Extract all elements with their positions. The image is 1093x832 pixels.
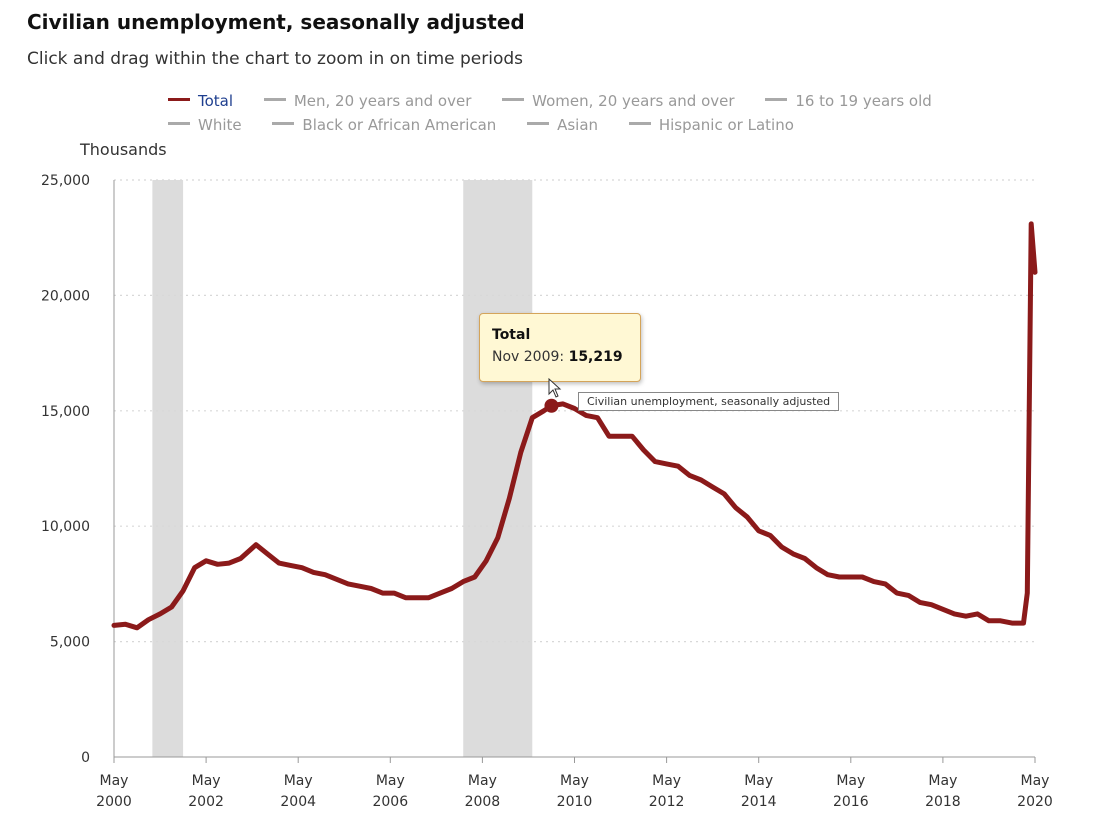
- legend-item-16-19[interactable]: 16 to 19 years old: [765, 92, 932, 110]
- x-tick-label-year: 2012: [649, 794, 685, 810]
- x-tick-label-year: 2008: [465, 794, 501, 810]
- x-tick-label-year: 2010: [557, 794, 593, 810]
- x-tick-label-year: 2018: [925, 794, 961, 810]
- legend-item-hispanic[interactable]: Hispanic or Latino: [628, 116, 794, 134]
- legend-swatch: [527, 122, 550, 125]
- x-tick-label-month: May: [468, 773, 497, 789]
- legend-label: 16 to 19 years old: [795, 92, 932, 110]
- tooltip-line: Nov 2009: 15,219: [492, 349, 623, 365]
- x-tick-label-year: 2004: [280, 794, 316, 810]
- legend-swatch: [168, 98, 190, 101]
- x-tick-label-month: May: [1021, 773, 1050, 789]
- recession-band: [463, 180, 533, 757]
- x-tick-label-year: 2002: [188, 794, 224, 810]
- tooltip-series: Total: [492, 327, 531, 343]
- x-tick-label-month: May: [560, 773, 589, 789]
- recession-bands: [152, 180, 533, 757]
- highlight-marker-group: [544, 398, 559, 413]
- x-tick-label-year: 2006: [372, 794, 408, 810]
- legend-label: Asian: [557, 116, 599, 134]
- legend-label: Black or African American: [302, 116, 497, 134]
- legend-label: Women, 20 years and over: [532, 92, 735, 110]
- legend-row-2: White Black or African American Asian Hi…: [168, 116, 958, 140]
- x-tick-label-month: May: [928, 773, 957, 789]
- highlight-marker: [544, 398, 559, 413]
- legend-swatch: [263, 98, 286, 101]
- x-tick-label-year: 2016: [833, 794, 869, 810]
- legend-item-total[interactable]: Total: [168, 92, 233, 110]
- legend-label: White: [198, 116, 242, 134]
- legend-swatch: [765, 98, 788, 101]
- tooltip-value: 15,219: [568, 349, 623, 365]
- chart-title: Civilian unemployment, seasonally adjust…: [27, 10, 525, 34]
- x-tick-label-month: May: [744, 773, 773, 789]
- x-tick-label-year: 2020: [1017, 794, 1053, 810]
- legend-swatch: [502, 98, 525, 101]
- series-line-total[interactable]: [111, 221, 1038, 631]
- y-tick-labels: 0 5,000 10,000 15,000 20,000 25,000: [41, 173, 90, 766]
- x-tick-label-month: May: [192, 773, 221, 789]
- hover-title-label: Civilian unemployment, seasonally adjust…: [578, 392, 840, 411]
- legend-label: Total: [198, 92, 234, 110]
- x-tick-label-year: 2014: [741, 794, 777, 810]
- legend-label: Men, 20 years and over: [293, 92, 472, 110]
- series-lines[interactable]: [111, 221, 1038, 631]
- y-tick-label: 15,000: [41, 404, 90, 420]
- x-tick-labels: May 2000 May 2002 May 2004 May 2006 May 2008 May 20…: [96, 757, 1053, 810]
- legend-item-men[interactable]: Men, 20 years and over: [263, 92, 472, 110]
- axes: [113, 180, 1035, 758]
- legend-item-black[interactable]: Black or African American: [272, 116, 496, 134]
- x-tick-label-year: 2000: [96, 794, 132, 810]
- tooltip-date: Nov 2009: [492, 349, 560, 365]
- x-tick-label-month: May: [284, 773, 313, 789]
- x-tick-label-month: May: [652, 773, 681, 789]
- y-tick-label: 5,000: [50, 635, 90, 651]
- y-tick-label: 20,000: [41, 288, 90, 304]
- chart-subtitle: Click and drag within the chart to zoom …: [27, 49, 524, 69]
- recession-band: [152, 180, 184, 757]
- y-tick-label: 10,000: [41, 519, 90, 535]
- legend: Total Men, 20 years and over Women, 20 y…: [168, 92, 958, 140]
- legend-row-1: Total Men, 20 years and over Women, 20 y…: [168, 92, 958, 116]
- legend-swatch: [272, 122, 295, 125]
- mouse-pointer-icon: [548, 377, 562, 402]
- data-tooltip: Total Nov 2009: 15,219: [479, 313, 641, 382]
- legend-swatch: [168, 122, 190, 125]
- y-tick-label: 0: [81, 750, 90, 766]
- x-tick-label-month: May: [376, 773, 405, 789]
- legend-item-white[interactable]: White: [168, 116, 242, 134]
- legend-label: Hispanic or Latino: [658, 116, 794, 134]
- x-tick-label-month: May: [100, 773, 129, 789]
- legend-item-asian[interactable]: Asian: [527, 116, 598, 134]
- y-axis-label: Thousands: [80, 140, 167, 159]
- legend-swatch: [628, 122, 651, 125]
- x-tick-label-month: May: [836, 773, 865, 789]
- legend-item-women[interactable]: Women, 20 years and over: [502, 92, 735, 110]
- y-tick-label: 25,000: [41, 173, 90, 189]
